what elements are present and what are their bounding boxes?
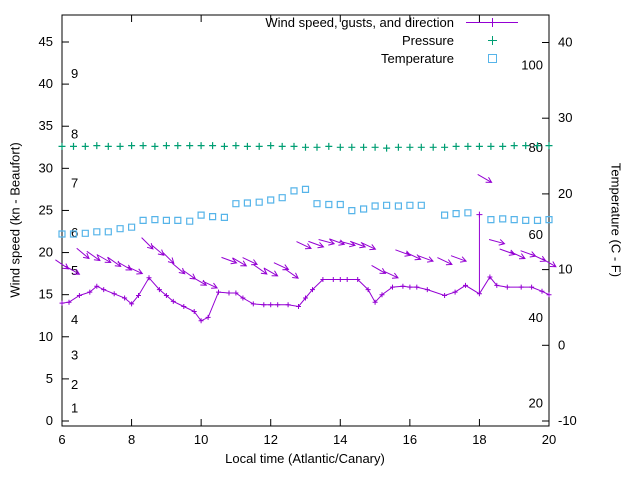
beaufort-label: 8	[71, 127, 78, 142]
y-left-tick-label: 20	[39, 245, 53, 260]
legend-item-temperature: Temperature	[100, 49, 520, 67]
legend-item-wind: Wind speed, gusts, and direction	[100, 13, 520, 31]
beaufort-label: 5	[71, 263, 78, 278]
pressure-series	[58, 142, 553, 152]
y-right-tick-label: -10	[558, 413, 577, 428]
pressure-legend-marker	[464, 33, 520, 47]
legend-label-wind: Wind speed, gusts, and direction	[265, 14, 454, 30]
x-tick-label: 18	[472, 432, 486, 447]
x-axis-label: Local time (Atlantic/Canary)	[225, 451, 385, 466]
y-left-tick-label: 10	[39, 329, 53, 344]
beaufort-label: 2	[71, 377, 78, 392]
beaufort-scale-labels: 1 2 3 4 5 6 7 8 9	[71, 66, 78, 415]
x-tick-label: 8	[128, 432, 135, 447]
y-left-tick-label: 35	[39, 118, 53, 133]
x-tick-label: 12	[263, 432, 277, 447]
beaufort-label: 1	[71, 400, 78, 415]
y-left-tick-label: 30	[39, 160, 53, 175]
x-tick-label: 10	[194, 432, 208, 447]
square-marker-icon	[487, 53, 497, 63]
beaufort-label: 7	[71, 175, 78, 190]
y-left-tick-label: 25	[39, 202, 53, 217]
y-right-tick-label: 30	[558, 110, 572, 125]
legend-item-pressure: Pressure	[100, 31, 520, 49]
wind-gust-spike	[476, 211, 483, 294]
beaufort-label: 6	[71, 225, 78, 240]
y-left-tick-label: 0	[46, 413, 53, 428]
temperature-legend-marker	[464, 51, 520, 65]
plot-border	[61, 14, 550, 427]
temperature-series	[58, 185, 553, 238]
plus-marker-icon	[487, 17, 497, 27]
wind-direction-arrows	[55, 173, 557, 289]
wind-legend-marker	[464, 15, 520, 29]
y-left-tick-label: 45	[39, 34, 53, 49]
y-right-tick-label: 40	[558, 35, 572, 50]
right-inner-scale-label: 40	[529, 310, 543, 325]
y-axis-label-left: Wind speed (kn - Beaufort)	[7, 142, 23, 298]
x-tick-label: 6	[58, 432, 65, 447]
beaufort-label: 4	[71, 312, 78, 327]
plus-marker-icon	[487, 35, 497, 45]
legend-label-pressure: Pressure	[401, 32, 454, 48]
y-left-axis-ticks: 0 5 10 15 20 25 30 35 40 45	[39, 34, 69, 428]
y-right-tick-label: 20	[558, 186, 572, 201]
legend: Wind speed, gusts, and direction Pressur…	[100, 13, 520, 67]
y-left-tick-label: 15	[39, 287, 53, 302]
x-tick-label: 20	[542, 432, 556, 447]
y-right-axis-ticks: -10 0 10 20 30 40	[542, 35, 577, 428]
beaufort-label: 3	[71, 347, 78, 362]
right-inner-scale-label: 80	[529, 140, 543, 155]
right-inner-scale-label: 60	[529, 227, 543, 242]
y-right-tick-label: 0	[558, 337, 565, 352]
legend-label-temperature: Temperature	[381, 50, 454, 66]
x-tick-label: 14	[333, 432, 347, 447]
x-tick-label: 16	[403, 432, 417, 447]
right-inner-scale-label: 20	[529, 395, 543, 410]
y-axis-label-right: Temperature (C - F)	[608, 162, 624, 278]
right-inner-scale-label: 100	[521, 58, 543, 73]
right-inner-scale-labels: 20 40 60 80 100	[521, 58, 543, 411]
y-left-tick-label: 40	[39, 76, 53, 91]
y-right-tick-label: 10	[558, 262, 572, 277]
wind-speed-series	[59, 274, 552, 324]
x-axis-ticks: 6 8 10 12 14 16 18 20	[58, 15, 556, 447]
beaufort-label: 9	[71, 66, 78, 81]
y-left-tick-label: 5	[46, 371, 53, 386]
